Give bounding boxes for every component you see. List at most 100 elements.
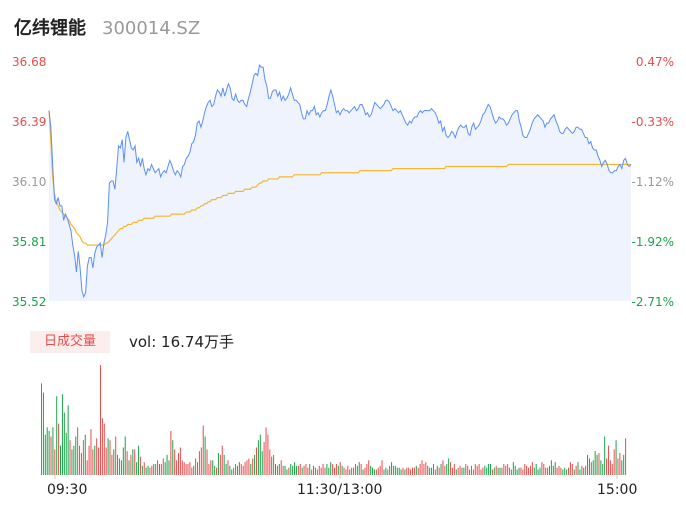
volume-bar (552, 465, 554, 475)
volume-bar (568, 467, 570, 475)
volume-bar (509, 467, 511, 475)
volume-bar (305, 464, 307, 475)
volume-bar (526, 465, 528, 475)
volume-bar (297, 465, 299, 475)
volume-bar (50, 436, 52, 475)
volume-bar (328, 467, 330, 475)
volume-bar (166, 454, 168, 475)
volume-bar (143, 462, 145, 475)
volume-bar (231, 469, 233, 475)
volume-bar (613, 449, 615, 475)
volume-bar (391, 462, 393, 475)
volume-bar (590, 462, 592, 475)
volume-bar (406, 467, 408, 475)
volume-bar (516, 469, 518, 475)
volume-bar (181, 460, 183, 475)
volume-bar (42, 392, 44, 475)
volume-bar (255, 447, 257, 475)
volume-bar (138, 445, 140, 475)
volume-bar (535, 464, 537, 475)
volume-bar (330, 462, 332, 475)
volume-bar (229, 465, 231, 475)
volume-bar (250, 464, 252, 475)
volume-bar (71, 449, 73, 475)
volume-bar (101, 418, 103, 475)
volume-bar (472, 469, 474, 475)
volume-bar (149, 467, 151, 475)
volume-bar (512, 462, 514, 475)
volume-bar (322, 464, 324, 475)
volume-bar (347, 465, 349, 475)
volume-bar (432, 464, 434, 475)
volume-bar (88, 445, 90, 475)
volume-bar (547, 467, 549, 475)
volume-bar (457, 467, 459, 475)
volume-bar (520, 467, 522, 475)
volume-bar (606, 458, 608, 475)
volume-bar (198, 451, 200, 475)
volume-bar (505, 465, 507, 475)
volume-bar (292, 465, 294, 475)
volume-bar (609, 460, 611, 475)
volume-bar (600, 460, 602, 475)
volume-bar (61, 394, 63, 475)
y-tick-price-3: 35.81 (12, 235, 47, 249)
volume-bar (543, 464, 545, 475)
volume-bar (564, 467, 566, 475)
volume-bar (261, 451, 263, 475)
volume-bar (307, 467, 309, 475)
volume-bar (257, 440, 259, 475)
volume-bar (465, 464, 467, 475)
volume-bar (429, 467, 431, 475)
volume-bar (151, 465, 153, 475)
volume-bar (219, 454, 221, 475)
y-tick-price-1: 36.39 (12, 115, 47, 129)
y-tick-price-4: 35.52 (12, 295, 47, 309)
volume-bar (444, 465, 446, 475)
volume-bar (185, 464, 187, 475)
volume-bar (495, 465, 497, 475)
volume-bar (423, 464, 425, 475)
volume-bar (191, 467, 193, 475)
volume-bar (474, 464, 476, 475)
volume-bar (354, 464, 356, 475)
volume-bar (244, 462, 246, 475)
volume-bar (223, 454, 225, 475)
volume-bar (577, 462, 579, 475)
volume-bar (204, 436, 206, 475)
volume-bar (510, 469, 512, 475)
volume-bar (225, 464, 227, 475)
volume-bar (164, 462, 166, 475)
volume-bar (413, 467, 415, 475)
volume-bar (195, 458, 197, 475)
volume-bar (168, 460, 170, 475)
volume-bar (623, 454, 625, 475)
volume-bar (320, 467, 322, 475)
volume-bar (160, 464, 162, 475)
volume-bar (345, 469, 347, 475)
volume-bar (94, 445, 96, 475)
volume-bar (493, 467, 495, 475)
volume-bar (187, 464, 189, 475)
volume-bar (585, 465, 587, 475)
volume-bar (299, 464, 301, 475)
volume-bar (189, 462, 191, 475)
volume-bar (478, 464, 480, 475)
volume-bar (446, 464, 448, 475)
volume-bar (176, 460, 178, 475)
volume-bar (448, 458, 450, 475)
volume-bar (48, 431, 50, 475)
volume-bar (425, 462, 427, 475)
volume-bar (334, 467, 335, 475)
volume-bar (217, 453, 219, 475)
volume-bar (248, 458, 250, 475)
volume-bar (522, 469, 524, 475)
stock-code: 300014.SZ (102, 18, 201, 39)
volume-bar (282, 465, 284, 475)
volume-bar (389, 465, 391, 475)
volume-bar (267, 434, 269, 475)
volume-bar (440, 464, 442, 475)
volume-bar (46, 427, 48, 475)
price-line (48, 64, 632, 299)
